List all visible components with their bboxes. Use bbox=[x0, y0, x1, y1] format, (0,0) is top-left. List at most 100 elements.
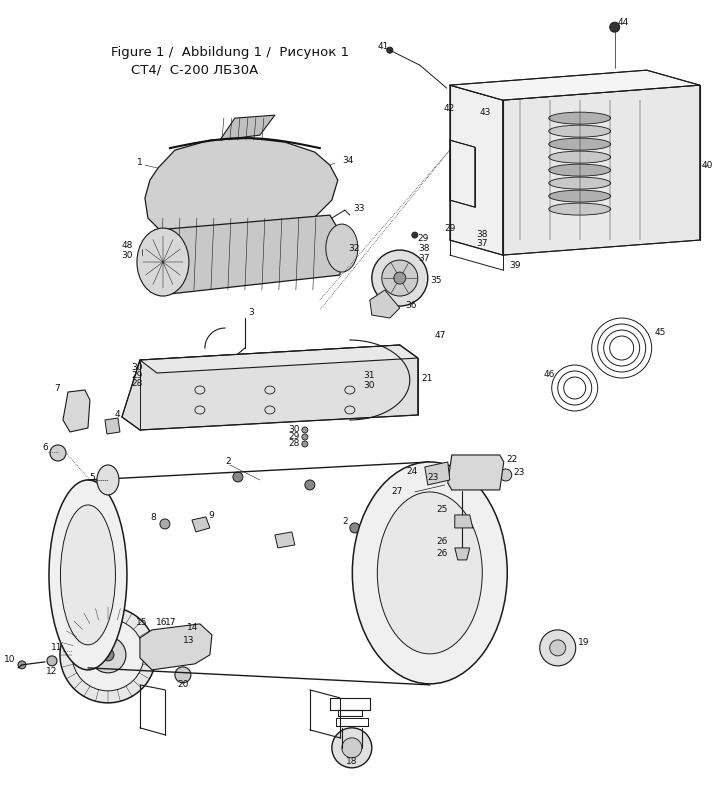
Polygon shape bbox=[140, 345, 418, 373]
Text: 21: 21 bbox=[422, 374, 433, 382]
Ellipse shape bbox=[549, 125, 610, 137]
Circle shape bbox=[394, 272, 406, 284]
Ellipse shape bbox=[61, 505, 116, 645]
Text: 12: 12 bbox=[46, 667, 58, 676]
Text: 11: 11 bbox=[51, 643, 62, 652]
Circle shape bbox=[357, 379, 363, 385]
Text: 29: 29 bbox=[288, 433, 300, 441]
Ellipse shape bbox=[549, 164, 610, 176]
Circle shape bbox=[387, 47, 393, 53]
Text: 29: 29 bbox=[131, 370, 143, 380]
Circle shape bbox=[410, 553, 450, 593]
Polygon shape bbox=[143, 215, 345, 295]
Circle shape bbox=[382, 260, 418, 296]
Ellipse shape bbox=[137, 228, 189, 296]
Text: 47: 47 bbox=[435, 330, 446, 340]
Ellipse shape bbox=[352, 462, 507, 684]
Polygon shape bbox=[275, 532, 295, 548]
Circle shape bbox=[155, 254, 171, 270]
Ellipse shape bbox=[377, 492, 482, 654]
Text: 43: 43 bbox=[480, 108, 491, 117]
Circle shape bbox=[610, 22, 620, 32]
Text: 34: 34 bbox=[342, 155, 353, 165]
Text: Figure 1 /  Abbildung 1 /  Рисунок 1: Figure 1 / Abbildung 1 / Рисунок 1 bbox=[111, 46, 349, 58]
Ellipse shape bbox=[49, 480, 127, 670]
Text: 18: 18 bbox=[346, 757, 358, 766]
Text: 28: 28 bbox=[131, 378, 143, 388]
Circle shape bbox=[405, 487, 415, 497]
Text: 37: 37 bbox=[477, 239, 488, 247]
Circle shape bbox=[342, 738, 362, 758]
Circle shape bbox=[72, 411, 82, 421]
Text: 3: 3 bbox=[248, 307, 253, 317]
Text: 29: 29 bbox=[418, 233, 429, 243]
Circle shape bbox=[302, 441, 308, 447]
Circle shape bbox=[72, 619, 144, 691]
Circle shape bbox=[412, 232, 418, 238]
Circle shape bbox=[145, 372, 151, 378]
Polygon shape bbox=[455, 548, 470, 560]
Text: 5: 5 bbox=[89, 474, 95, 482]
Circle shape bbox=[145, 380, 151, 386]
Circle shape bbox=[302, 434, 308, 440]
Text: 29: 29 bbox=[444, 224, 456, 232]
Text: 24: 24 bbox=[406, 467, 418, 477]
Circle shape bbox=[140, 255, 144, 259]
Circle shape bbox=[305, 480, 315, 490]
Text: 6: 6 bbox=[42, 444, 48, 452]
Polygon shape bbox=[425, 462, 450, 485]
Text: 39: 39 bbox=[510, 261, 521, 269]
Circle shape bbox=[332, 728, 372, 768]
Text: 27: 27 bbox=[391, 488, 403, 496]
Circle shape bbox=[145, 364, 151, 370]
Ellipse shape bbox=[549, 190, 610, 202]
Text: 31: 31 bbox=[363, 370, 374, 380]
Polygon shape bbox=[448, 455, 504, 490]
Polygon shape bbox=[145, 138, 338, 248]
Text: 46: 46 bbox=[543, 370, 555, 378]
Circle shape bbox=[100, 472, 116, 488]
Text: 26: 26 bbox=[436, 549, 448, 559]
Circle shape bbox=[440, 474, 452, 486]
Polygon shape bbox=[503, 85, 700, 255]
Circle shape bbox=[160, 519, 170, 529]
Text: 23: 23 bbox=[428, 474, 439, 482]
Text: 14: 14 bbox=[186, 623, 198, 633]
Circle shape bbox=[350, 523, 360, 533]
Text: 2: 2 bbox=[342, 518, 348, 526]
Text: 10: 10 bbox=[4, 656, 15, 664]
Text: 38: 38 bbox=[477, 229, 488, 239]
Circle shape bbox=[500, 469, 512, 481]
Polygon shape bbox=[122, 345, 418, 430]
Text: 1: 1 bbox=[137, 158, 143, 166]
Text: 15: 15 bbox=[136, 619, 148, 627]
Circle shape bbox=[67, 406, 87, 426]
Text: 20: 20 bbox=[177, 680, 188, 690]
Text: 8: 8 bbox=[150, 514, 156, 522]
Circle shape bbox=[357, 369, 363, 375]
Circle shape bbox=[50, 445, 66, 461]
Ellipse shape bbox=[549, 138, 610, 151]
Text: 23: 23 bbox=[514, 468, 525, 478]
Text: СТ4/  C-200 ЛБ30A: СТ4/ C-200 ЛБ30A bbox=[131, 64, 258, 76]
Circle shape bbox=[18, 661, 26, 669]
Text: 42: 42 bbox=[443, 104, 455, 113]
Text: 48: 48 bbox=[121, 240, 133, 250]
Text: 19: 19 bbox=[578, 638, 589, 648]
Text: 30: 30 bbox=[363, 381, 374, 389]
Circle shape bbox=[372, 250, 428, 306]
Text: 9: 9 bbox=[208, 511, 213, 520]
Text: 28: 28 bbox=[288, 440, 300, 448]
Polygon shape bbox=[450, 140, 475, 207]
Text: 33: 33 bbox=[353, 203, 364, 213]
Circle shape bbox=[140, 245, 144, 249]
Text: 25: 25 bbox=[436, 505, 448, 515]
Text: 45: 45 bbox=[655, 328, 666, 336]
Ellipse shape bbox=[549, 177, 610, 189]
Circle shape bbox=[47, 656, 57, 666]
Polygon shape bbox=[455, 515, 473, 528]
Circle shape bbox=[90, 637, 126, 673]
Circle shape bbox=[102, 649, 114, 661]
Text: 16: 16 bbox=[156, 619, 167, 627]
Polygon shape bbox=[105, 418, 120, 434]
